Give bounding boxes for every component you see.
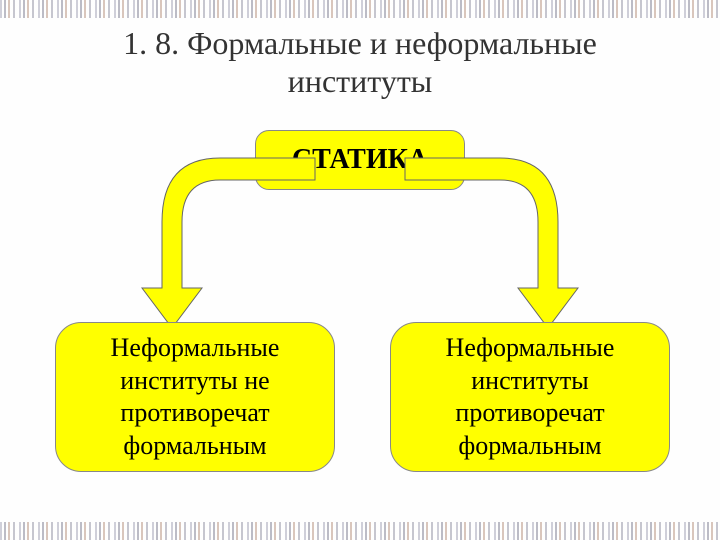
- slide-title: 1. 8. Формальные и неформальные институт…: [0, 24, 720, 101]
- decorative-stripe-bottom: [0, 522, 720, 540]
- arrow-right-path: [405, 158, 578, 328]
- arrow-left-path: [142, 158, 315, 328]
- bottom-left-node: Неформальные институты не противоречат ф…: [55, 322, 335, 472]
- arrow-left: [130, 148, 320, 338]
- bottom-right-text: Неформальные институты противоречат форм…: [401, 332, 659, 462]
- arrow-right: [400, 148, 590, 338]
- title-line-2: институты: [288, 63, 433, 99]
- bottom-left-text: Неформальные институты не противоречат ф…: [66, 332, 324, 462]
- decorative-stripe-top: [0, 0, 720, 18]
- bottom-right-node: Неформальные институты противоречат форм…: [390, 322, 670, 472]
- title-line-1: 1. 8. Формальные и неформальные: [123, 25, 597, 61]
